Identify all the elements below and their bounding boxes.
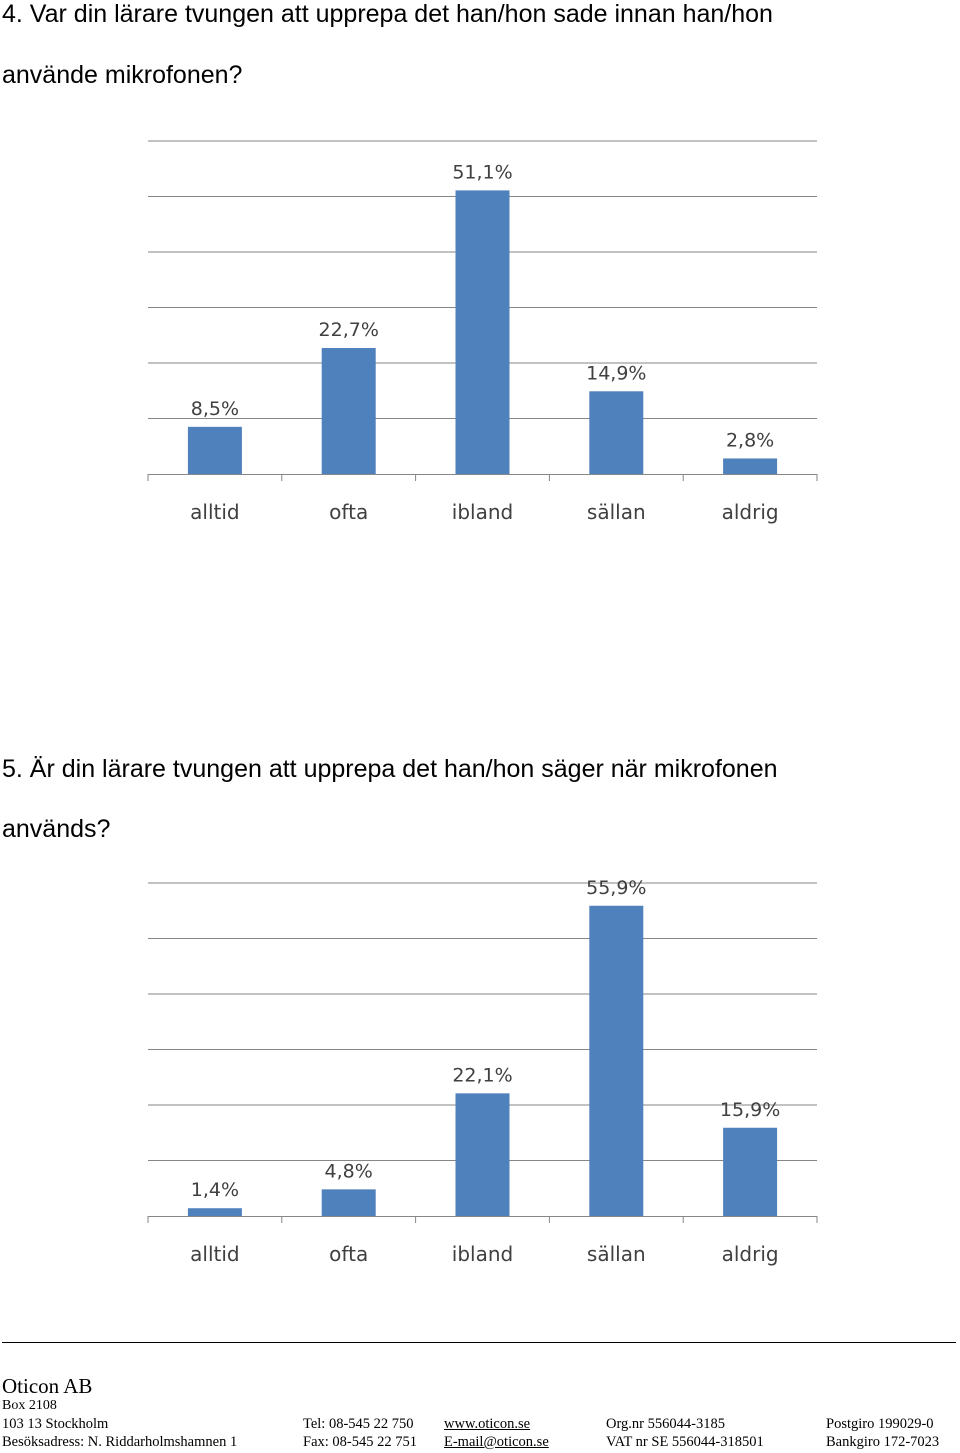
footer-org-number: Org.nr 556044-3185 [606, 1416, 725, 1432]
footer-vat-number: VAT nr SE 556044-318501 [606, 1434, 764, 1450]
data-label-aldrig: 15,9% [720, 1099, 780, 1121]
data-label-sällan: 14,9% [586, 362, 646, 384]
bar-ofta [321, 348, 376, 474]
data-label-ibland: 22,1% [452, 1064, 512, 1086]
data-label-alltid: 1,4% [191, 1179, 239, 1201]
footer-company-name: Oticon AB [2, 1374, 93, 1398]
footer-website-link[interactable]: www.oticon.se [444, 1416, 531, 1432]
footer-bankgiro: Bankgiro 172-7023 [826, 1434, 940, 1450]
category-label-ibland: ibland [452, 1242, 513, 1266]
bar-aldrig [723, 1127, 778, 1216]
data-label-aldrig: 2,8% [726, 429, 774, 451]
data-label-ibland: 51,1% [452, 161, 512, 183]
category-label-alltid: alltid [190, 500, 239, 524]
category-label-aldrig: aldrig [722, 500, 779, 524]
footer-divider [2, 1342, 956, 1343]
footer-postgiro: Postgiro 199029-0 [826, 1416, 934, 1432]
data-label-sällan: 55,9% [586, 877, 646, 899]
category-label-ofta: ofta [329, 500, 368, 524]
question-5-title: 5. Är din lärare tvungen att upprepa det… [2, 755, 778, 783]
footer-city: 103 13 Stockholm [2, 1416, 109, 1432]
category-label-sällan: sällan [587, 500, 646, 524]
bar-ofta [321, 1189, 376, 1216]
bar-ibland [455, 1093, 510, 1216]
footer-email-link[interactable]: E-mail@oticon.se [444, 1434, 549, 1450]
question-4-title: 4. Var din lärare tvungen att upprepa de… [2, 0, 773, 28]
question-5-title-continued: används? [2, 815, 111, 843]
data-label-ofta: 22,7% [319, 319, 379, 341]
category-label-ibland: ibland [452, 500, 513, 524]
question-4-title-continued: använde mikrofonen? [2, 61, 243, 89]
bar-chart-question-4: 8,5% alltid 22,7% ofta 51,1% ibland 14,9% sälla… [147, 140, 818, 524]
bar-chart-question-5: 1,4% alltid 4,8% ofta 22,1% ibland 55,9% sällan… [147, 877, 818, 1266]
category-label-alltid: alltid [190, 1242, 239, 1266]
data-label-ofta: 4,8% [325, 1160, 373, 1182]
bar-sällan [589, 905, 644, 1216]
bar-aldrig [723, 458, 778, 474]
footer-fax: Fax: 08-545 22 751 [303, 1434, 417, 1450]
footer-row-2: Besöksadress: N. Riddarholmshamnen 1 Fax… [0, 1434, 960, 1452]
bar-alltid [187, 426, 242, 474]
category-label-sällan: sällan [587, 1242, 646, 1266]
footer-box-address: Box 2108 [2, 1398, 57, 1413]
bar-sällan [589, 391, 644, 474]
footer-row-1: 103 13 Stockholm Tel: 08-545 22 750 www.… [0, 1416, 960, 1434]
category-label-aldrig: aldrig [722, 1242, 779, 1266]
category-label-ofta: ofta [329, 1242, 368, 1266]
data-label-alltid: 8,5% [191, 398, 239, 420]
bar-ibland [455, 190, 510, 474]
footer-phone: Tel: 08-545 22 750 [303, 1416, 414, 1432]
bar-alltid [187, 1208, 242, 1216]
footer-visit-address: Besöksadress: N. Riddarholmshamnen 1 [2, 1434, 238, 1450]
